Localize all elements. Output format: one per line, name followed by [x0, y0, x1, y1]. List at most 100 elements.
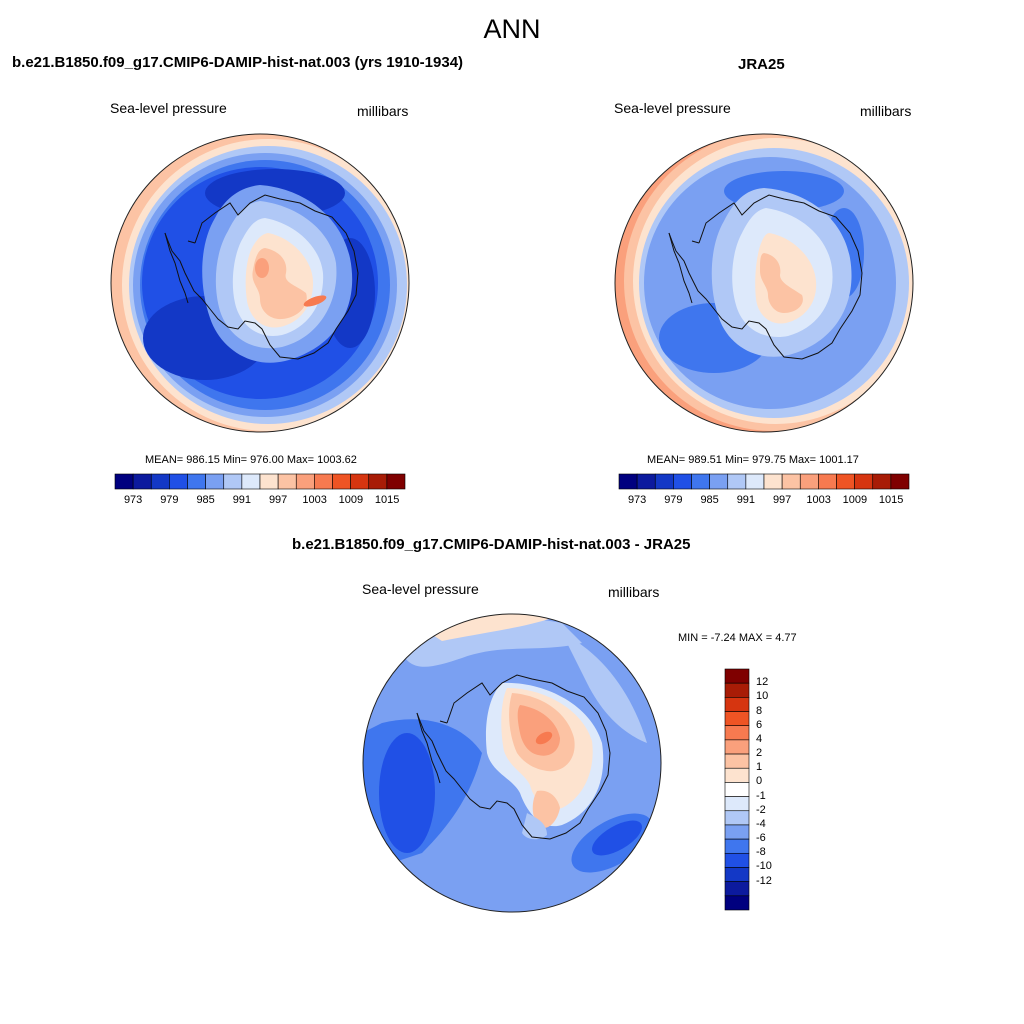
colorbar-box	[724, 881, 750, 897]
colorbar-tick-label: 12	[756, 676, 769, 689]
colorbar-box	[673, 473, 692, 490]
colorbar-box	[386, 473, 406, 490]
panel2-units-label: millibars	[860, 103, 912, 119]
colorbar-box	[724, 838, 750, 854]
colorbar-box	[241, 473, 261, 490]
panel3-case-title: b.e21.B1850.f09_g17.CMIP6-DAMIP-hist-nat…	[292, 536, 691, 553]
colorbar-tick-label: 1003	[302, 494, 327, 506]
colorbar-box	[724, 867, 750, 882]
colorbar-box	[724, 668, 750, 684]
panel3-colorbar-boxes	[724, 668, 750, 911]
colorbar-box	[724, 767, 750, 783]
colorbar-box	[724, 711, 750, 727]
colorbar-tick-label: 1015	[374, 494, 400, 506]
panel1-stats: MEAN= 986.15 Min= 976.00 Max= 1003.62	[145, 454, 357, 466]
colorbar-box	[724, 697, 750, 712]
panel1-colorbar-boxes	[114, 473, 406, 490]
colorbar-box	[724, 796, 750, 812]
colorbar-box	[691, 473, 710, 490]
colorbar-box	[890, 473, 910, 490]
panel1-colorbar	[114, 473, 406, 490]
panel2-polar-map	[614, 133, 914, 433]
panel1-units-label: millibars	[357, 103, 409, 119]
colorbar-box	[205, 473, 225, 490]
colorbar-box	[724, 725, 750, 741]
colorbar-box	[350, 473, 370, 490]
panel2-colorbar-boxes	[618, 473, 910, 490]
colorbar-box	[745, 473, 765, 490]
colorbar-box	[618, 473, 638, 490]
colorbar-box	[187, 473, 206, 490]
panel3-polar-map	[362, 613, 662, 913]
colorbar-tick-label: 979	[664, 494, 683, 506]
colorbar-tick-label: 1009	[338, 494, 364, 506]
main-title: ANN	[483, 14, 541, 44]
colorbar-box	[818, 473, 837, 490]
panel1-variable-label: Sea-level pressure	[110, 100, 227, 116]
colorbar-tick-label: 973	[123, 494, 143, 506]
panel2-variable-label: Sea-level pressure	[614, 100, 731, 116]
colorbar-tick-label: -10	[756, 860, 772, 873]
colorbar-box	[724, 782, 750, 797]
colorbar-box	[314, 473, 333, 490]
colorbar-box	[654, 473, 674, 490]
panel2-stats: MEAN= 989.51 Min= 979.75 Max= 1001.17	[647, 454, 859, 466]
colorbar-tick-label: 8	[756, 704, 763, 717]
colorbar-box	[724, 682, 750, 698]
panel3-colorbar	[724, 668, 750, 911]
panel2-case-title: JRA25	[738, 56, 785, 73]
colorbar-tick-label: 1015	[878, 494, 904, 506]
colorbar-tick-label: -12	[756, 874, 772, 887]
panel1-case-title: b.e21.B1850.f09_g17.CMIP6-DAMIP-hist-nat…	[12, 54, 464, 71]
colorbar-box	[277, 473, 297, 490]
colorbar-box	[872, 473, 892, 490]
panel3-variable-label: Sea-level pressure	[362, 581, 479, 597]
colorbar-box	[724, 810, 750, 826]
colorbar-box	[854, 473, 874, 490]
colorbar-box	[724, 895, 750, 911]
colorbar-box	[724, 824, 750, 840]
colorbar-box	[724, 753, 750, 769]
colorbar-box	[636, 473, 656, 490]
colorbar-box	[223, 473, 243, 490]
panel1-colorbar-ticks: 973 979 985 991 997 1003 1009 1015	[114, 493, 406, 509]
colorbar-box	[150, 473, 170, 490]
colorbar-box	[727, 473, 747, 490]
colorbar-tick-label: 991	[232, 494, 252, 506]
colorbar-tick-label: 997	[268, 494, 288, 506]
colorbar-box	[114, 473, 134, 490]
colorbar-tick-label: 1003	[806, 494, 831, 506]
colorbar-tick-label: -6	[756, 832, 766, 845]
colorbar-box	[368, 473, 388, 490]
colorbar-tick-label: 979	[160, 494, 179, 506]
colorbar-tick-label: 1009	[842, 494, 868, 506]
colorbar-tick-label: 6	[756, 718, 763, 731]
colorbar-tick-label: 985	[700, 494, 719, 506]
panel1-polar-map	[110, 133, 410, 433]
colorbar-box	[724, 739, 750, 755]
colorbar-box	[259, 473, 279, 490]
panel2-colorbar-ticks: 973 979 985 991 997 1003 1009 1015	[618, 493, 910, 509]
colorbar-box	[332, 473, 351, 490]
colorbar-box	[836, 473, 855, 490]
colorbar-tick-label: 4	[756, 732, 763, 745]
colorbar-box	[132, 473, 152, 490]
colorbar-box	[763, 473, 783, 490]
colorbar-tick-label: -1	[756, 789, 766, 802]
colorbar-box	[169, 473, 188, 490]
colorbar-tick-label: 997	[772, 494, 792, 506]
colorbar-tick-label: 0	[756, 775, 763, 788]
colorbar-tick-label: -2	[756, 803, 766, 816]
colorbar-tick-label: 10	[756, 690, 769, 703]
colorbar-box	[781, 473, 801, 490]
colorbar-tick-label: -4	[756, 817, 766, 830]
colorbar-tick-label: 2	[756, 747, 763, 760]
colorbar-tick-label: 991	[736, 494, 756, 506]
panel3-units-label: millibars	[608, 584, 660, 600]
colorbar-tick-label: 973	[627, 494, 647, 506]
colorbar-tick-label: -8	[756, 846, 766, 859]
colorbar-box	[709, 473, 729, 490]
panel2-colorbar	[618, 473, 910, 490]
colorbar-tick-label: 985	[196, 494, 215, 506]
panel3-colorbar-ticks: 12 10 8 6 4 2 1 0 -1 -2 -4 -6 -8 -10 -12	[756, 668, 796, 911]
